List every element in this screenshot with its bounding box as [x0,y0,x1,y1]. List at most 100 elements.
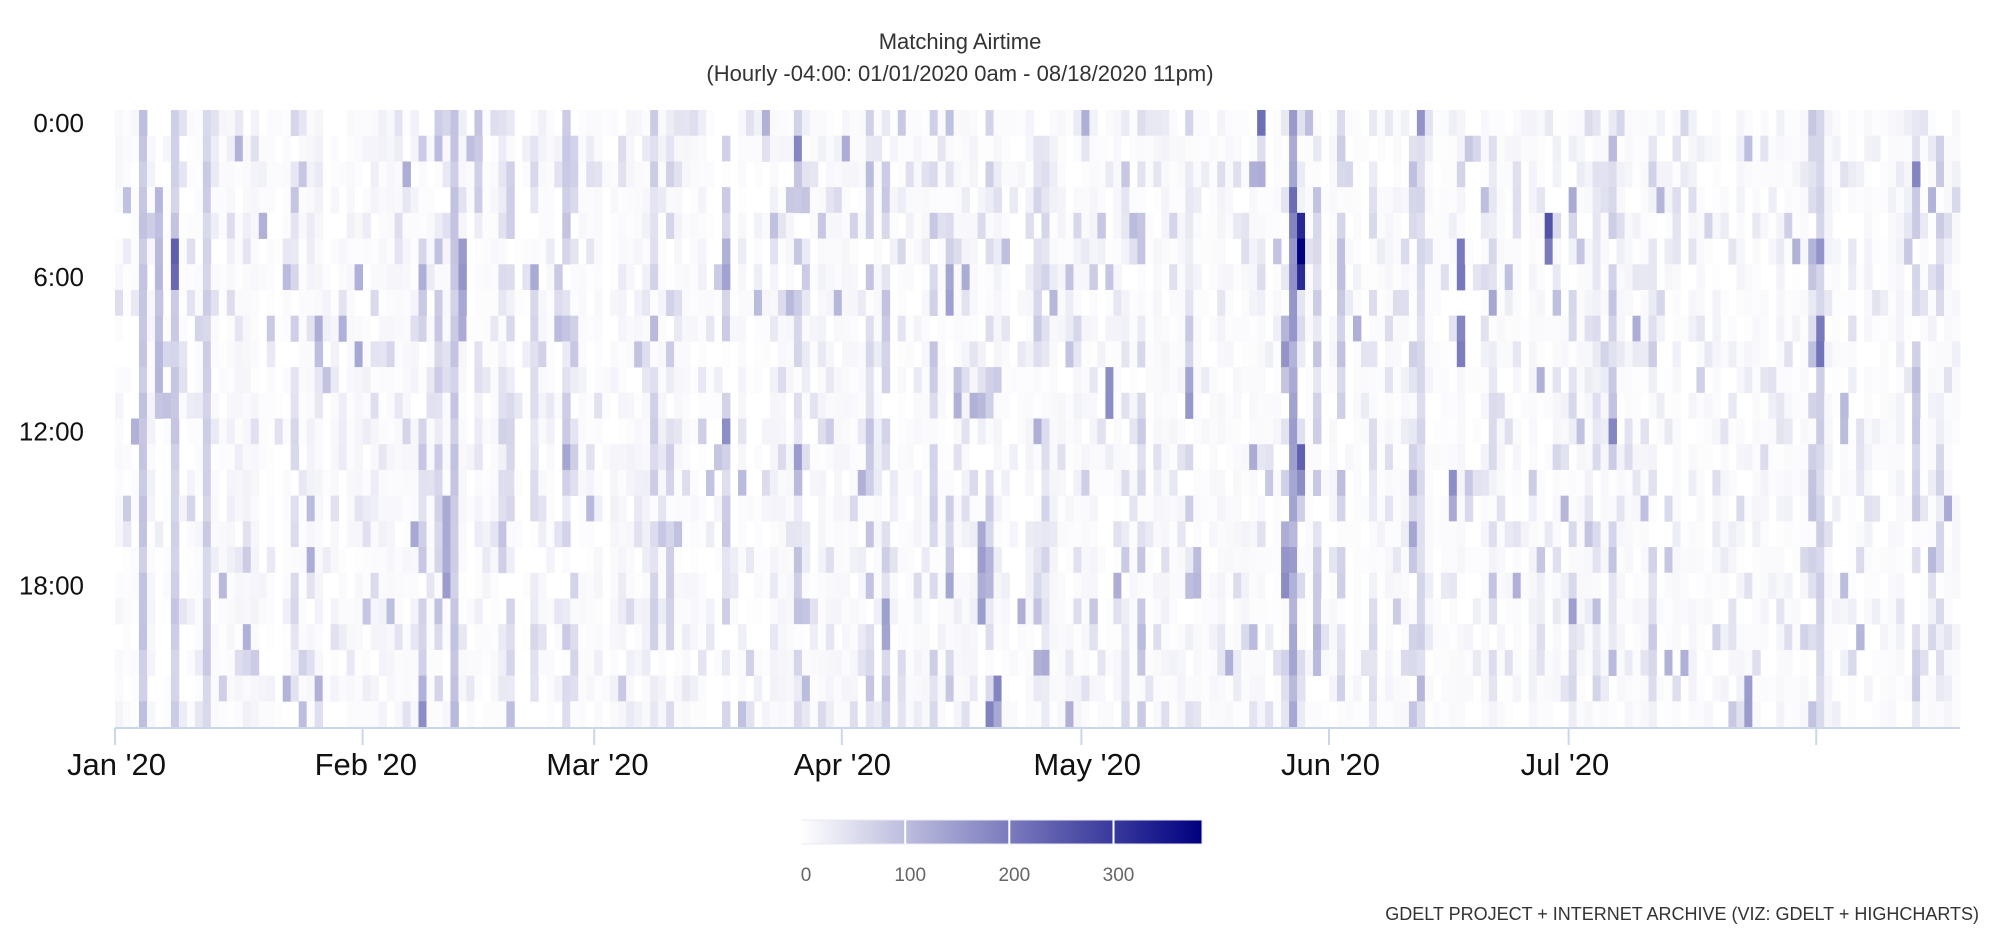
heatmap-cell [210,110,220,137]
heatmap-cell [1528,110,1538,137]
heatmap-cell [498,469,507,497]
heatmap-cell [386,238,395,265]
heatmap-cell [945,572,955,599]
heatmap-cell [1313,418,1322,445]
heatmap-cell [722,289,731,317]
heatmap-cell [1057,495,1066,522]
heatmap-cell [1049,341,1058,368]
heatmap-cell [298,341,308,368]
heatmap-cell [1161,598,1170,625]
heatmap-cell [1592,187,1601,214]
heatmap-cell [634,469,643,497]
heatmap-cell [162,341,172,368]
heatmap-cell [1544,572,1554,599]
heatmap-cell [426,649,435,676]
heatmap-cell [1784,289,1793,317]
heatmap-cell [1105,289,1114,317]
heatmap-cell [1600,392,1609,419]
heatmap-cell [1824,418,1833,445]
heatmap-cell [833,521,843,548]
heatmap-cell [418,289,427,317]
heatmap-cell [937,495,947,522]
heatmap-cell [410,521,419,548]
heatmap-cell [1608,418,1617,445]
heatmap-cell [1249,495,1258,522]
heatmap-cell [1081,110,1090,137]
heatmap-cell [1616,444,1625,471]
heatmap-cell [122,521,132,548]
heatmap-cell [650,444,659,471]
heatmap-cell [1488,701,1498,728]
heatmap-cell [442,212,451,239]
x-axis: Jan '20 Feb '20 Mar '20 Apr '20 May '20 Jun '… [67,727,1960,782]
heatmap-cell [434,161,443,188]
heatmap-cell [929,469,939,497]
heatmap-cell [306,701,316,728]
heatmap-cell [1225,392,1234,419]
heatmap-cell [1944,572,1953,599]
heatmap-cell [218,598,228,625]
heatmap-cell [1001,341,1010,368]
heatmap-cell [897,701,907,728]
heatmap-cell [594,624,603,651]
heatmap-cell [330,418,340,445]
heatmap-cell [1832,315,1841,342]
heatmap-cell [554,264,563,291]
heatmap-cell [769,469,779,497]
heatmap-cell [1337,315,1346,342]
heatmap-cell [825,212,835,239]
heatmap-cell [618,161,627,188]
heatmap-cell [298,110,308,137]
heatmap-cell [873,547,883,574]
heatmap-cell [1145,495,1154,522]
heatmap-cell [290,547,300,574]
heatmap-cell [458,418,467,445]
heatmap-cell [578,469,587,497]
heatmap-cell [266,341,276,368]
heatmap-cell [1225,444,1234,471]
heatmap-cell [1936,547,1945,574]
heatmap-cell [1345,161,1354,188]
heatmap-cell [1496,289,1506,317]
heatmap-cell [1792,187,1801,214]
heatmap-cell [1768,444,1777,471]
heatmap-cell [115,392,124,419]
heatmap-cell [1936,392,1945,419]
heatmap-cell [282,315,292,342]
heatmap-cell [394,135,403,162]
heatmap-cell [682,341,691,368]
heatmap-cell [1193,187,1202,214]
heatmap-cell [1041,315,1050,342]
heatmap-cell [1273,341,1282,368]
heatmap-cell [642,392,651,419]
heatmap-cell [650,238,659,265]
heatmap-cell [1025,572,1034,599]
heatmap-cell [817,110,827,137]
heatmap-cell [402,572,411,599]
heatmap-cell [586,572,595,599]
heatmap-cell [282,418,292,445]
heatmap-cell [1680,649,1689,676]
heatmap-cell [370,547,379,574]
heatmap-cell [1209,187,1218,214]
heatmap-cell [1001,469,1010,497]
heatmap-cell [1648,367,1657,394]
heatmap-cell [1233,161,1242,188]
heatmap-cell [1081,495,1090,522]
heatmap-cell [1001,701,1010,728]
heatmap-cell [250,598,260,625]
heatmap-cell [338,392,348,419]
heatmap-cell [1904,161,1913,188]
heatmap-cell [1936,495,1945,522]
heatmap-cell [386,572,395,599]
heatmap-cell [1281,418,1290,445]
heatmap-cell [1049,212,1058,239]
heatmap-cell [1432,418,1442,445]
heatmap-cell [1720,289,1729,317]
heatmap-cell [1416,212,1426,239]
heatmap-cell [1552,572,1562,599]
heatmap-cell [674,212,683,239]
heatmap-cell [1448,495,1458,522]
heatmap-cell [1824,572,1833,599]
heatmap-cell [442,392,451,419]
